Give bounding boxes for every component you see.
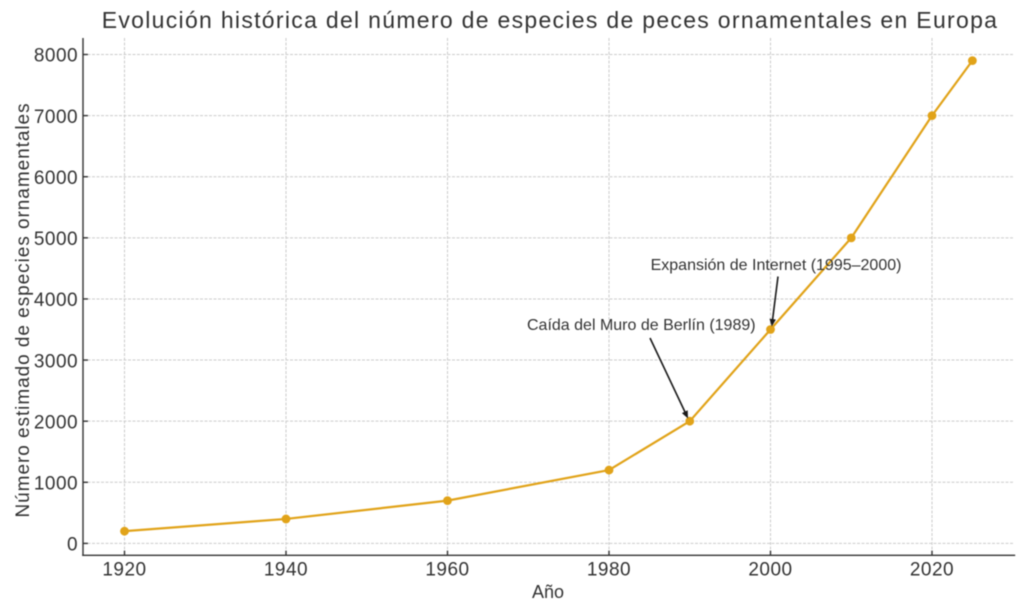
svg-text:Evolución histórica del número: Evolución histórica del número de especi…: [102, 7, 999, 33]
svg-text:2020: 2020: [910, 559, 954, 580]
svg-text:5000: 5000: [34, 229, 78, 250]
svg-text:1000: 1000: [34, 474, 78, 495]
svg-text:Número estimado de especies or: Número estimado de especies ornamentales: [13, 102, 34, 517]
svg-text:2000: 2000: [34, 412, 78, 433]
svg-text:4000: 4000: [34, 290, 78, 311]
svg-text:1940: 1940: [264, 559, 308, 580]
svg-text:8000: 8000: [34, 46, 78, 67]
svg-text:7000: 7000: [34, 107, 78, 128]
svg-text:1980: 1980: [587, 559, 631, 580]
svg-text:Expansión de Internet (1995–20: Expansión de Internet (1995–2000): [651, 257, 902, 274]
svg-text:3000: 3000: [34, 351, 78, 372]
svg-text:6000: 6000: [34, 168, 78, 189]
svg-text:0: 0: [67, 535, 78, 556]
svg-text:1920: 1920: [102, 559, 146, 580]
svg-text:Caída del Muro de Berlín (1989: Caída del Muro de Berlín (1989): [527, 317, 756, 334]
svg-text:1960: 1960: [425, 559, 469, 580]
svg-text:Año: Año: [532, 582, 564, 602]
svg-text:2000: 2000: [748, 559, 792, 580]
